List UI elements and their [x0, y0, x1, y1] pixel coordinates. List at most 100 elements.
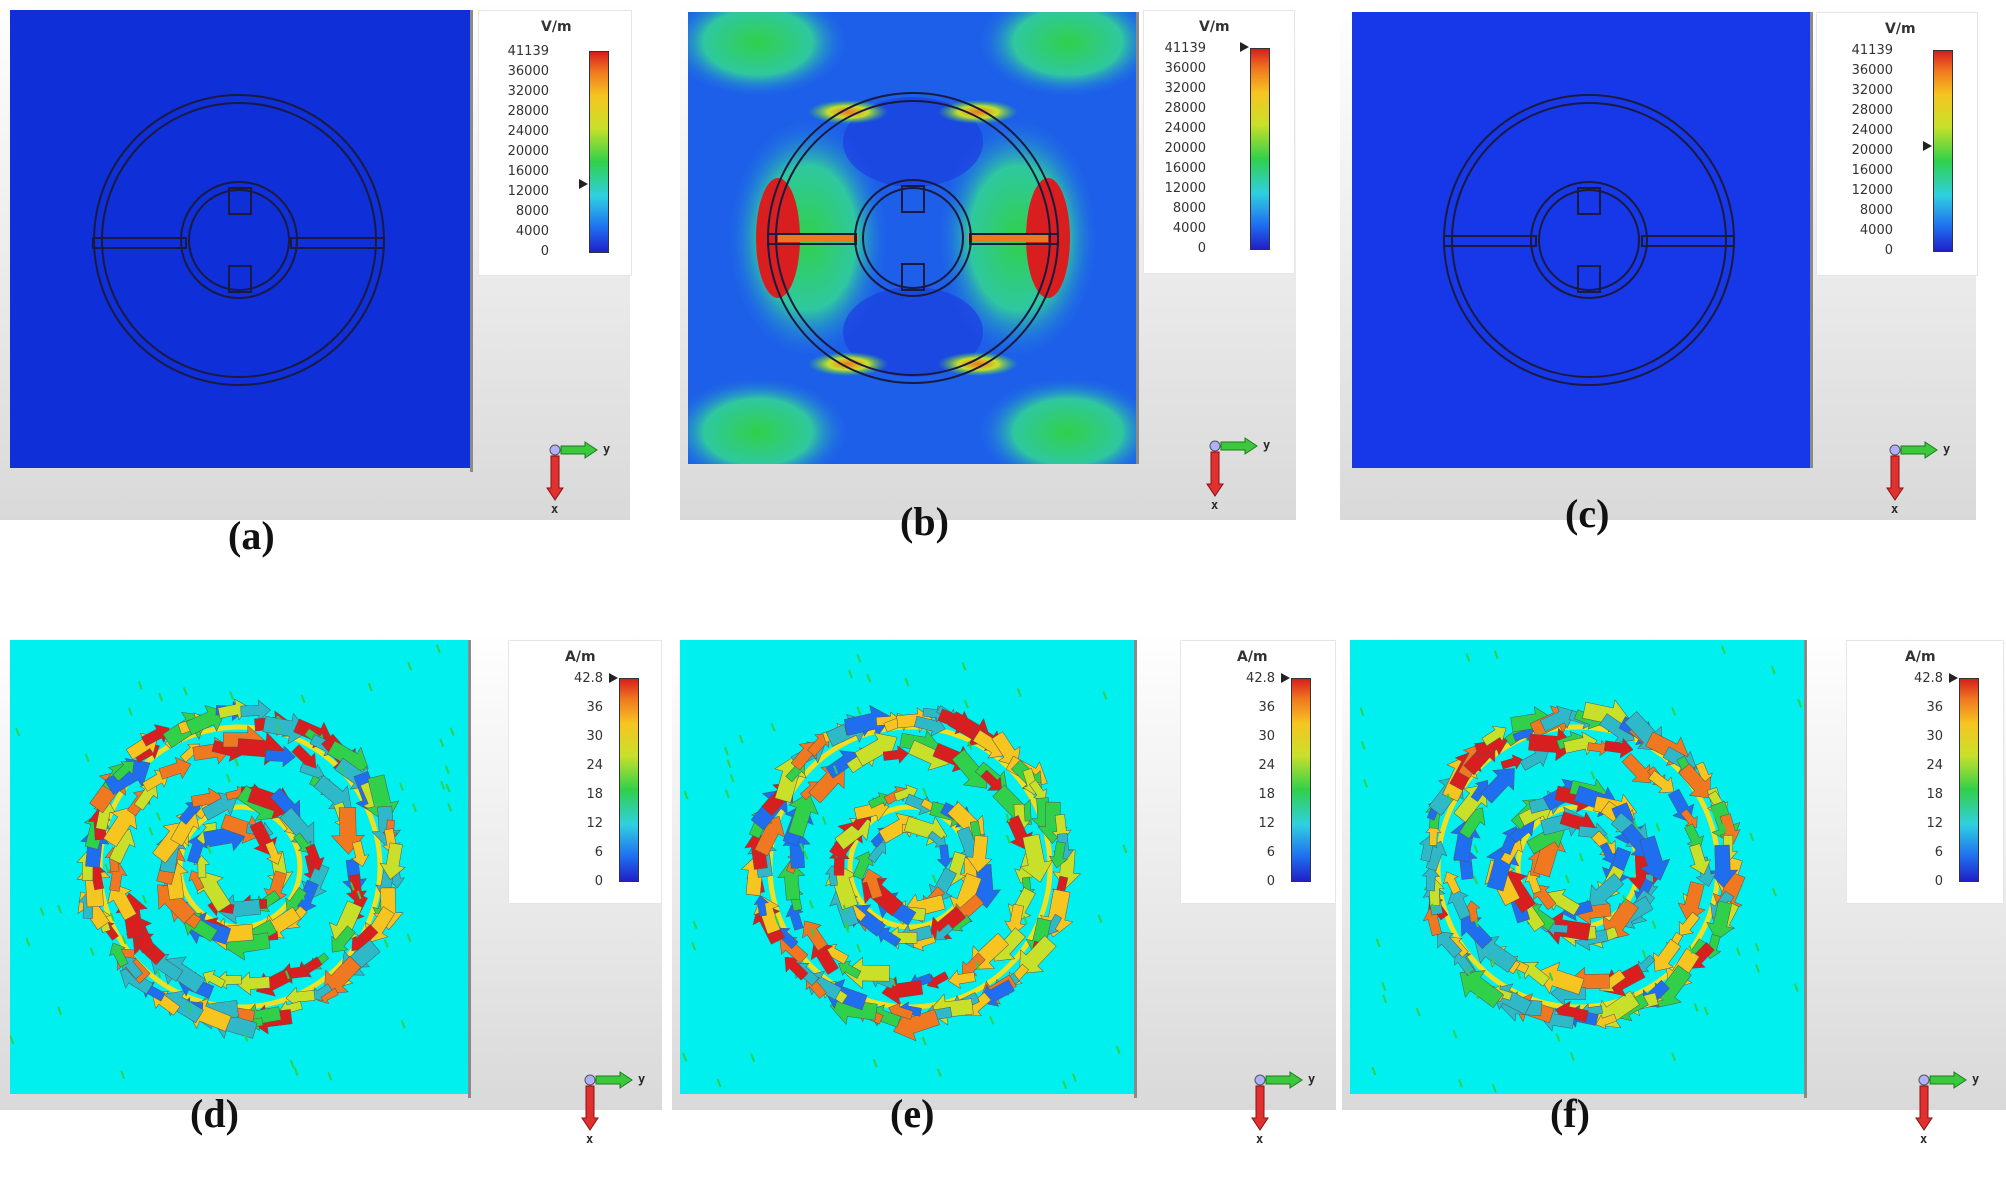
- field-dash: [1474, 990, 1479, 1000]
- legend-unit: A/m: [1237, 649, 1268, 665]
- z-axis-icon: [1254, 1074, 1266, 1086]
- scale-marker[interactable]: [1949, 673, 1958, 683]
- field-dash: [683, 790, 689, 800]
- field-dash: [1465, 653, 1471, 662]
- current-arrow-icon: [262, 712, 309, 745]
- field-dash: [1721, 823, 1727, 833]
- field-dash: [856, 943, 862, 953]
- field-dash: [724, 789, 730, 799]
- field-dash: [1797, 698, 1803, 708]
- field-dash: [921, 1036, 927, 1046]
- legend-tick: 6: [594, 845, 603, 860]
- current-arrow-icon: [861, 868, 883, 900]
- legend-tick: 32000: [1164, 81, 1206, 96]
- caption-b: (b): [900, 499, 949, 544]
- viewport-edge: [1810, 12, 1813, 468]
- field-dash: [1375, 938, 1381, 948]
- x-axis-arrow-icon: [1251, 1085, 1269, 1131]
- field-dash: [206, 845, 212, 854]
- current-arrow-icon: [876, 927, 902, 948]
- field-dash: [1474, 918, 1479, 928]
- current-arrow-icon: [197, 870, 232, 913]
- field-plot-e[interactable]: [680, 640, 1136, 1094]
- field-dash: [1458, 1079, 1463, 1088]
- scale-marker[interactable]: [609, 673, 618, 683]
- legend-unit: V/m: [1199, 19, 1230, 35]
- current-arrow-icon: [1603, 737, 1634, 759]
- field-dash: [1632, 819, 1638, 829]
- field-plot-d[interactable]: [10, 640, 470, 1094]
- current-arrow-icon: [107, 883, 137, 921]
- field-dash: [399, 782, 404, 792]
- field-plot-c[interactable]: [1352, 12, 1812, 468]
- x-axis-label: x: [1211, 498, 1219, 512]
- caption-e: (e): [890, 1091, 935, 1136]
- field-dash: [723, 746, 729, 756]
- scale-marker[interactable]: [1240, 42, 1249, 52]
- field-dash: [1097, 914, 1103, 923]
- legend-tick: 6: [1934, 845, 1943, 860]
- axis-triad: y x: [545, 440, 635, 520]
- legend-tick: 32000: [1851, 83, 1893, 98]
- color-legend: A/m 42.8 36 30 24 18 12 6 0: [1180, 640, 1336, 904]
- current-arrow-icon: [1587, 739, 1610, 756]
- field-dash: [447, 803, 453, 812]
- field-dash: [1005, 835, 1011, 844]
- current-arrow-icon: [1437, 931, 1463, 959]
- field-plot-b[interactable]: [688, 12, 1138, 464]
- x-axis-label: x: [1256, 1132, 1264, 1146]
- current-arrow-icon: [1595, 1013, 1617, 1030]
- x-axis-arrow-icon: [1206, 451, 1224, 497]
- current-arrow-icon: [935, 923, 954, 941]
- field-dash: [1115, 1045, 1121, 1055]
- field-plot-f[interactable]: [1350, 640, 1806, 1094]
- field-dash: [300, 694, 306, 704]
- field-dash: [974, 961, 980, 970]
- current-arrow-icon: [1500, 754, 1523, 770]
- current-arrow-icon: [1621, 753, 1651, 784]
- field-dash: [84, 753, 90, 763]
- current-arrow-icon: [1677, 881, 1706, 923]
- field-dash: [963, 699, 969, 709]
- legend-tick: 36000: [1851, 63, 1893, 78]
- field-dash: [1793, 983, 1799, 992]
- field-dash: [156, 812, 161, 821]
- legend-tick: 8000: [515, 204, 549, 219]
- field-plot-a[interactable]: [10, 10, 472, 468]
- field-dash: [186, 1004, 192, 1013]
- x-axis-label: x: [1891, 502, 1899, 516]
- field-dash: [866, 673, 872, 683]
- current-arrow-icon: [1019, 833, 1054, 883]
- current-arrow-icon: [844, 956, 890, 990]
- field-dash: [1771, 887, 1777, 897]
- legend-unit: A/m: [1905, 649, 1936, 665]
- scale-marker[interactable]: [1923, 141, 1932, 151]
- legend-tick: 42.8: [1246, 671, 1275, 686]
- caption-d: (d): [190, 1091, 239, 1136]
- axis-triad: y x: [1205, 436, 1295, 516]
- legend-tick: 16000: [1164, 161, 1206, 176]
- axis-triad: y x: [1914, 1070, 2004, 1150]
- current-arrow-icon: [1004, 903, 1027, 936]
- surface-current-arrows: [1350, 640, 1806, 1094]
- field-dash: [1703, 1006, 1709, 1016]
- field-dash: [1671, 707, 1677, 716]
- field-dash: [148, 826, 154, 836]
- scale-marker[interactable]: [1281, 673, 1290, 683]
- axis-triad: y x: [1250, 1070, 1340, 1150]
- current-arrow-icon: [1653, 938, 1682, 972]
- legend-tick: 12: [586, 816, 603, 831]
- current-arrow-icon: [784, 957, 809, 981]
- legend-tick: 36000: [507, 64, 549, 79]
- legend-tick: 0: [594, 874, 603, 889]
- legend-tick: 42.8: [1914, 671, 1943, 686]
- scale-marker[interactable]: [579, 179, 588, 189]
- legend-tick: 24000: [1164, 121, 1206, 136]
- field-dash: [936, 1068, 942, 1077]
- field-dash: [967, 741, 973, 750]
- z-axis-icon: [549, 444, 561, 456]
- field-dash: [890, 977, 896, 987]
- field-dash: [1755, 964, 1760, 973]
- field-dash: [1465, 967, 1471, 977]
- field-dash: [327, 1071, 333, 1081]
